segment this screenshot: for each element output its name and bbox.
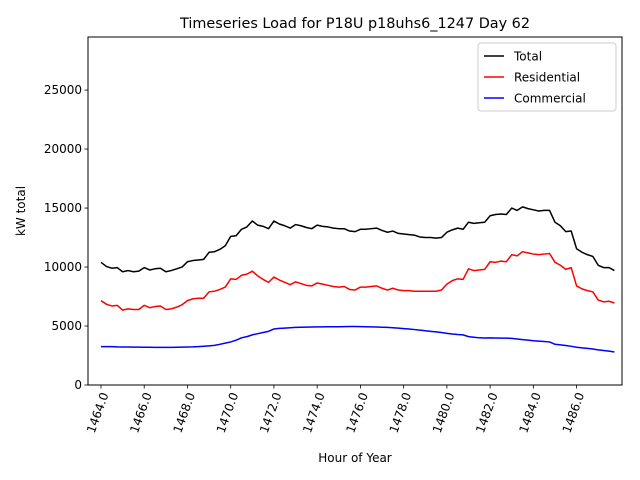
legend-box [477, 42, 617, 112]
y-tick-label: 5000 [51, 319, 82, 333]
legend-label-residential: Residential [514, 71, 580, 85]
series-line-residential [100, 250, 615, 311]
series-line-total [100, 206, 615, 273]
y-tick-label: 15000 [44, 201, 82, 215]
x-tick-label: 1466.0 [127, 391, 155, 435]
plot-area-frame [87, 36, 623, 386]
x-tick-label: 1472.0 [257, 391, 285, 435]
y-tick-label: 10000 [44, 260, 82, 274]
chart-title: Timeseries Load for P18U p18uhs6_1247 Da… [179, 16, 530, 32]
x-tick-label: 1486.0 [560, 391, 588, 435]
x-tick-label: 1470.0 [214, 391, 242, 435]
x-tick-label: 1478.0 [387, 391, 415, 435]
y-axis: 0 5000 10000 15000 20000 25000 [44, 83, 88, 392]
y-tick-label: 20000 [44, 142, 82, 156]
legend: Total Residential Commercial [477, 42, 617, 112]
x-tick-label: 1464.0 [84, 391, 112, 435]
y-tick-label: 0 [74, 378, 82, 392]
x-tick-label: 1484.0 [516, 391, 544, 435]
x-tick-label: 1474.0 [300, 391, 328, 435]
x-axis-label: Hour of Year [318, 451, 392, 465]
legend-label-total: Total [513, 50, 542, 64]
x-tick-label: 1482.0 [473, 391, 501, 435]
legend-label-commercial: Commercial [514, 92, 586, 106]
series-line-commercial [100, 325, 615, 353]
y-tick-label: 25000 [44, 83, 82, 97]
series-lines [100, 206, 615, 353]
x-tick-label: 1480.0 [430, 391, 458, 435]
y-axis-label: kW total [14, 186, 28, 236]
x-axis: 1464.0 1466.0 1468.0 1470.0 1472.0 1474.0 1476… [84, 385, 587, 435]
x-tick-label: 1468.0 [171, 391, 199, 435]
x-tick-label: 1476.0 [343, 391, 371, 435]
